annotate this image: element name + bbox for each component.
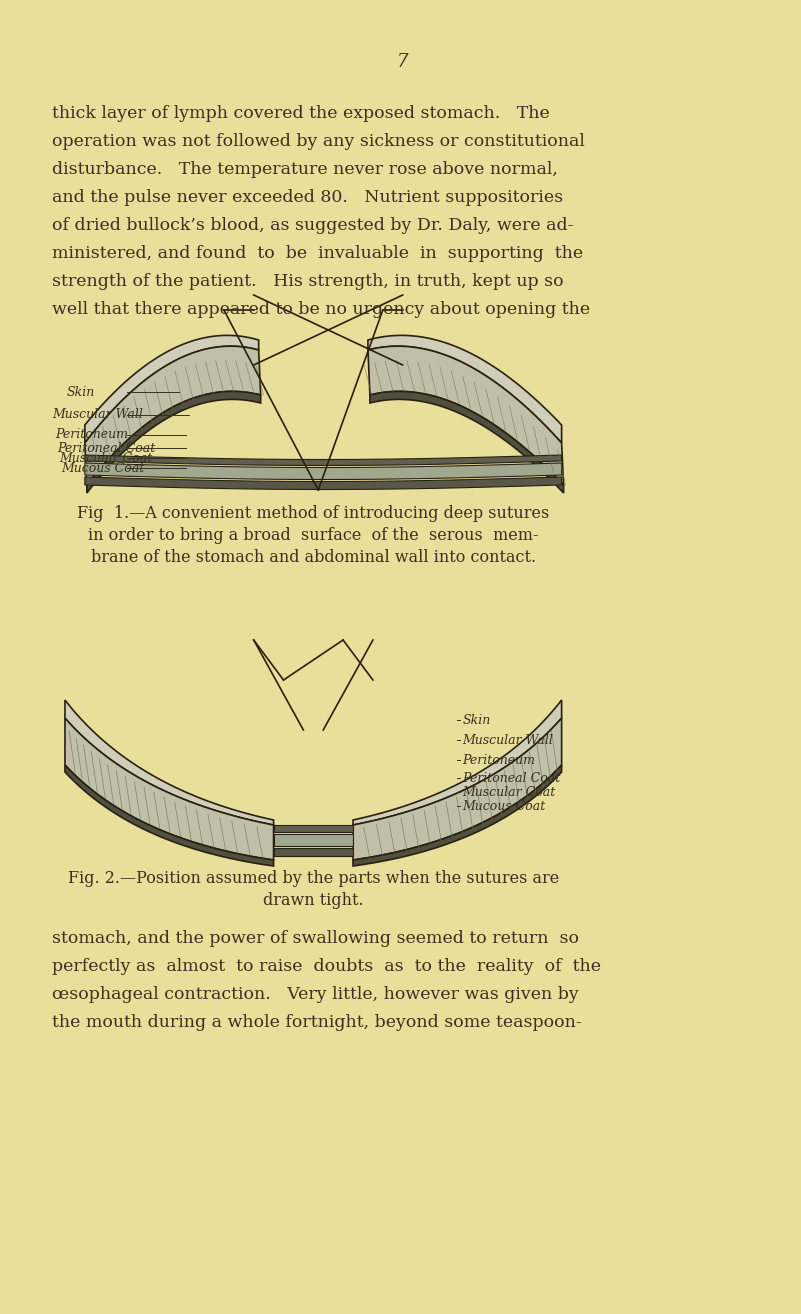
Text: Peritoneum: Peritoneum	[462, 753, 535, 766]
Polygon shape	[87, 392, 260, 493]
Text: 7: 7	[397, 53, 409, 71]
Polygon shape	[85, 335, 259, 443]
Text: and the pulse never exceeded 80.   Nutrient suppositories: and the pulse never exceeded 80. Nutrien…	[52, 189, 563, 206]
Polygon shape	[353, 765, 562, 866]
Polygon shape	[274, 848, 353, 855]
Text: Muscular Coat: Muscular Coat	[462, 786, 556, 799]
Text: Fig. 2.—Position assumed by the parts when the sutures are: Fig. 2.—Position assumed by the parts wh…	[67, 870, 559, 887]
Polygon shape	[85, 455, 562, 465]
Text: strength of the patient.   His strength, in truth, kept up so: strength of the patient. His strength, i…	[52, 273, 564, 290]
Text: Skin: Skin	[67, 385, 95, 398]
Polygon shape	[65, 700, 274, 825]
Polygon shape	[85, 346, 260, 485]
Polygon shape	[368, 335, 562, 443]
Polygon shape	[368, 346, 564, 485]
Text: well that there appeared to be no urgency about opening the: well that there appeared to be no urgenc…	[52, 301, 590, 318]
Text: in order to bring a broad  surface  of the  serous  mem-: in order to bring a broad surface of the…	[88, 527, 538, 544]
Text: Peritoneum: Peritoneum	[55, 428, 128, 442]
Text: Peritoneal Coat: Peritoneal Coat	[462, 771, 561, 784]
Text: of dried bullock’s blood, as suggested by Dr. Daly, were ad-: of dried bullock’s blood, as suggested b…	[52, 217, 574, 234]
Polygon shape	[65, 717, 274, 859]
Text: drawn tight.: drawn tight.	[263, 892, 364, 909]
Text: Mucous Coat: Mucous Coat	[61, 461, 144, 474]
Polygon shape	[274, 834, 353, 846]
Polygon shape	[353, 700, 562, 825]
Polygon shape	[370, 392, 564, 493]
Text: operation was not followed by any sickness or constitutional: operation was not followed by any sickne…	[52, 133, 585, 150]
Text: Muscular Coat: Muscular Coat	[59, 452, 152, 465]
Polygon shape	[65, 765, 274, 866]
Text: Muscular Wall: Muscular Wall	[462, 733, 553, 746]
Text: thick layer of lymph covered the exposed stomach.   The: thick layer of lymph covered the exposed…	[52, 105, 549, 122]
Polygon shape	[85, 477, 562, 490]
Text: œsophageal contraction.   Very little, however was given by: œsophageal contraction. Very little, how…	[52, 986, 579, 1003]
Text: Mucous Coat: Mucous Coat	[462, 799, 545, 812]
Text: Skin: Skin	[462, 714, 490, 727]
Text: the mouth during a whole fortnight, beyond some teaspoon-: the mouth during a whole fortnight, beyo…	[52, 1014, 582, 1031]
Text: brane of the stomach and abdominal wall into contact.: brane of the stomach and abdominal wall …	[91, 549, 536, 566]
Text: perfectly as  almost  to raise  doubts  as  to the  reality  of  the: perfectly as almost to raise doubts as t…	[52, 958, 601, 975]
Polygon shape	[85, 463, 562, 480]
Text: Muscular Wall: Muscular Wall	[52, 409, 143, 422]
Text: disturbance.   The temperature never rose above normal,: disturbance. The temperature never rose …	[52, 162, 558, 177]
Polygon shape	[353, 717, 562, 859]
Polygon shape	[274, 825, 353, 832]
Text: stomach, and the power of swallowing seemed to return  so: stomach, and the power of swallowing see…	[52, 930, 579, 947]
Text: Peritoneal Coat: Peritoneal Coat	[57, 442, 155, 455]
Text: ministered, and found  to  be  invaluable  in  supporting  the: ministered, and found to be invaluable i…	[52, 244, 583, 261]
Text: Fig  1.—A convenient method of introducing deep sutures: Fig 1.—A convenient method of introducin…	[77, 505, 549, 522]
